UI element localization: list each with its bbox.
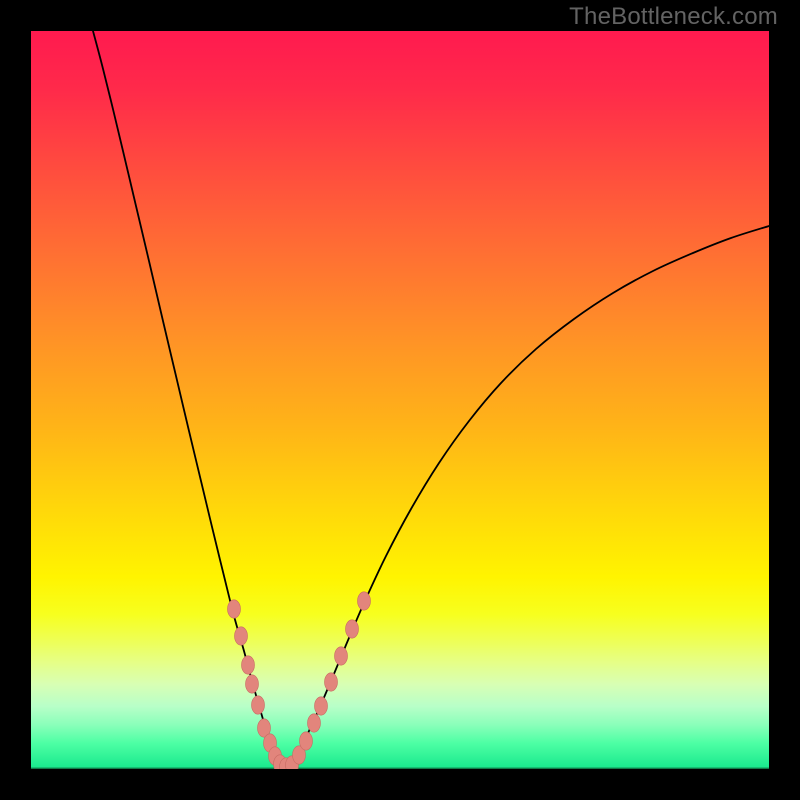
watermark-text: TheBottleneck.com xyxy=(569,3,778,31)
curve-marker xyxy=(346,620,359,638)
curve-marker xyxy=(235,627,248,645)
curve-markers xyxy=(228,592,371,769)
curve-right-branch xyxy=(287,226,769,768)
curve-marker xyxy=(325,673,338,691)
curve-marker xyxy=(242,656,255,674)
curve-marker xyxy=(308,714,321,732)
curve-marker xyxy=(252,696,265,714)
curve-marker xyxy=(300,732,313,750)
plot-area xyxy=(31,31,769,769)
curve-marker xyxy=(335,647,348,665)
curve-marker xyxy=(228,600,241,618)
curve-left-branch xyxy=(93,31,285,768)
curve-marker xyxy=(246,675,259,693)
curve-marker xyxy=(315,697,328,715)
curve-marker xyxy=(358,592,371,610)
chart-overlay-svg xyxy=(31,31,769,769)
